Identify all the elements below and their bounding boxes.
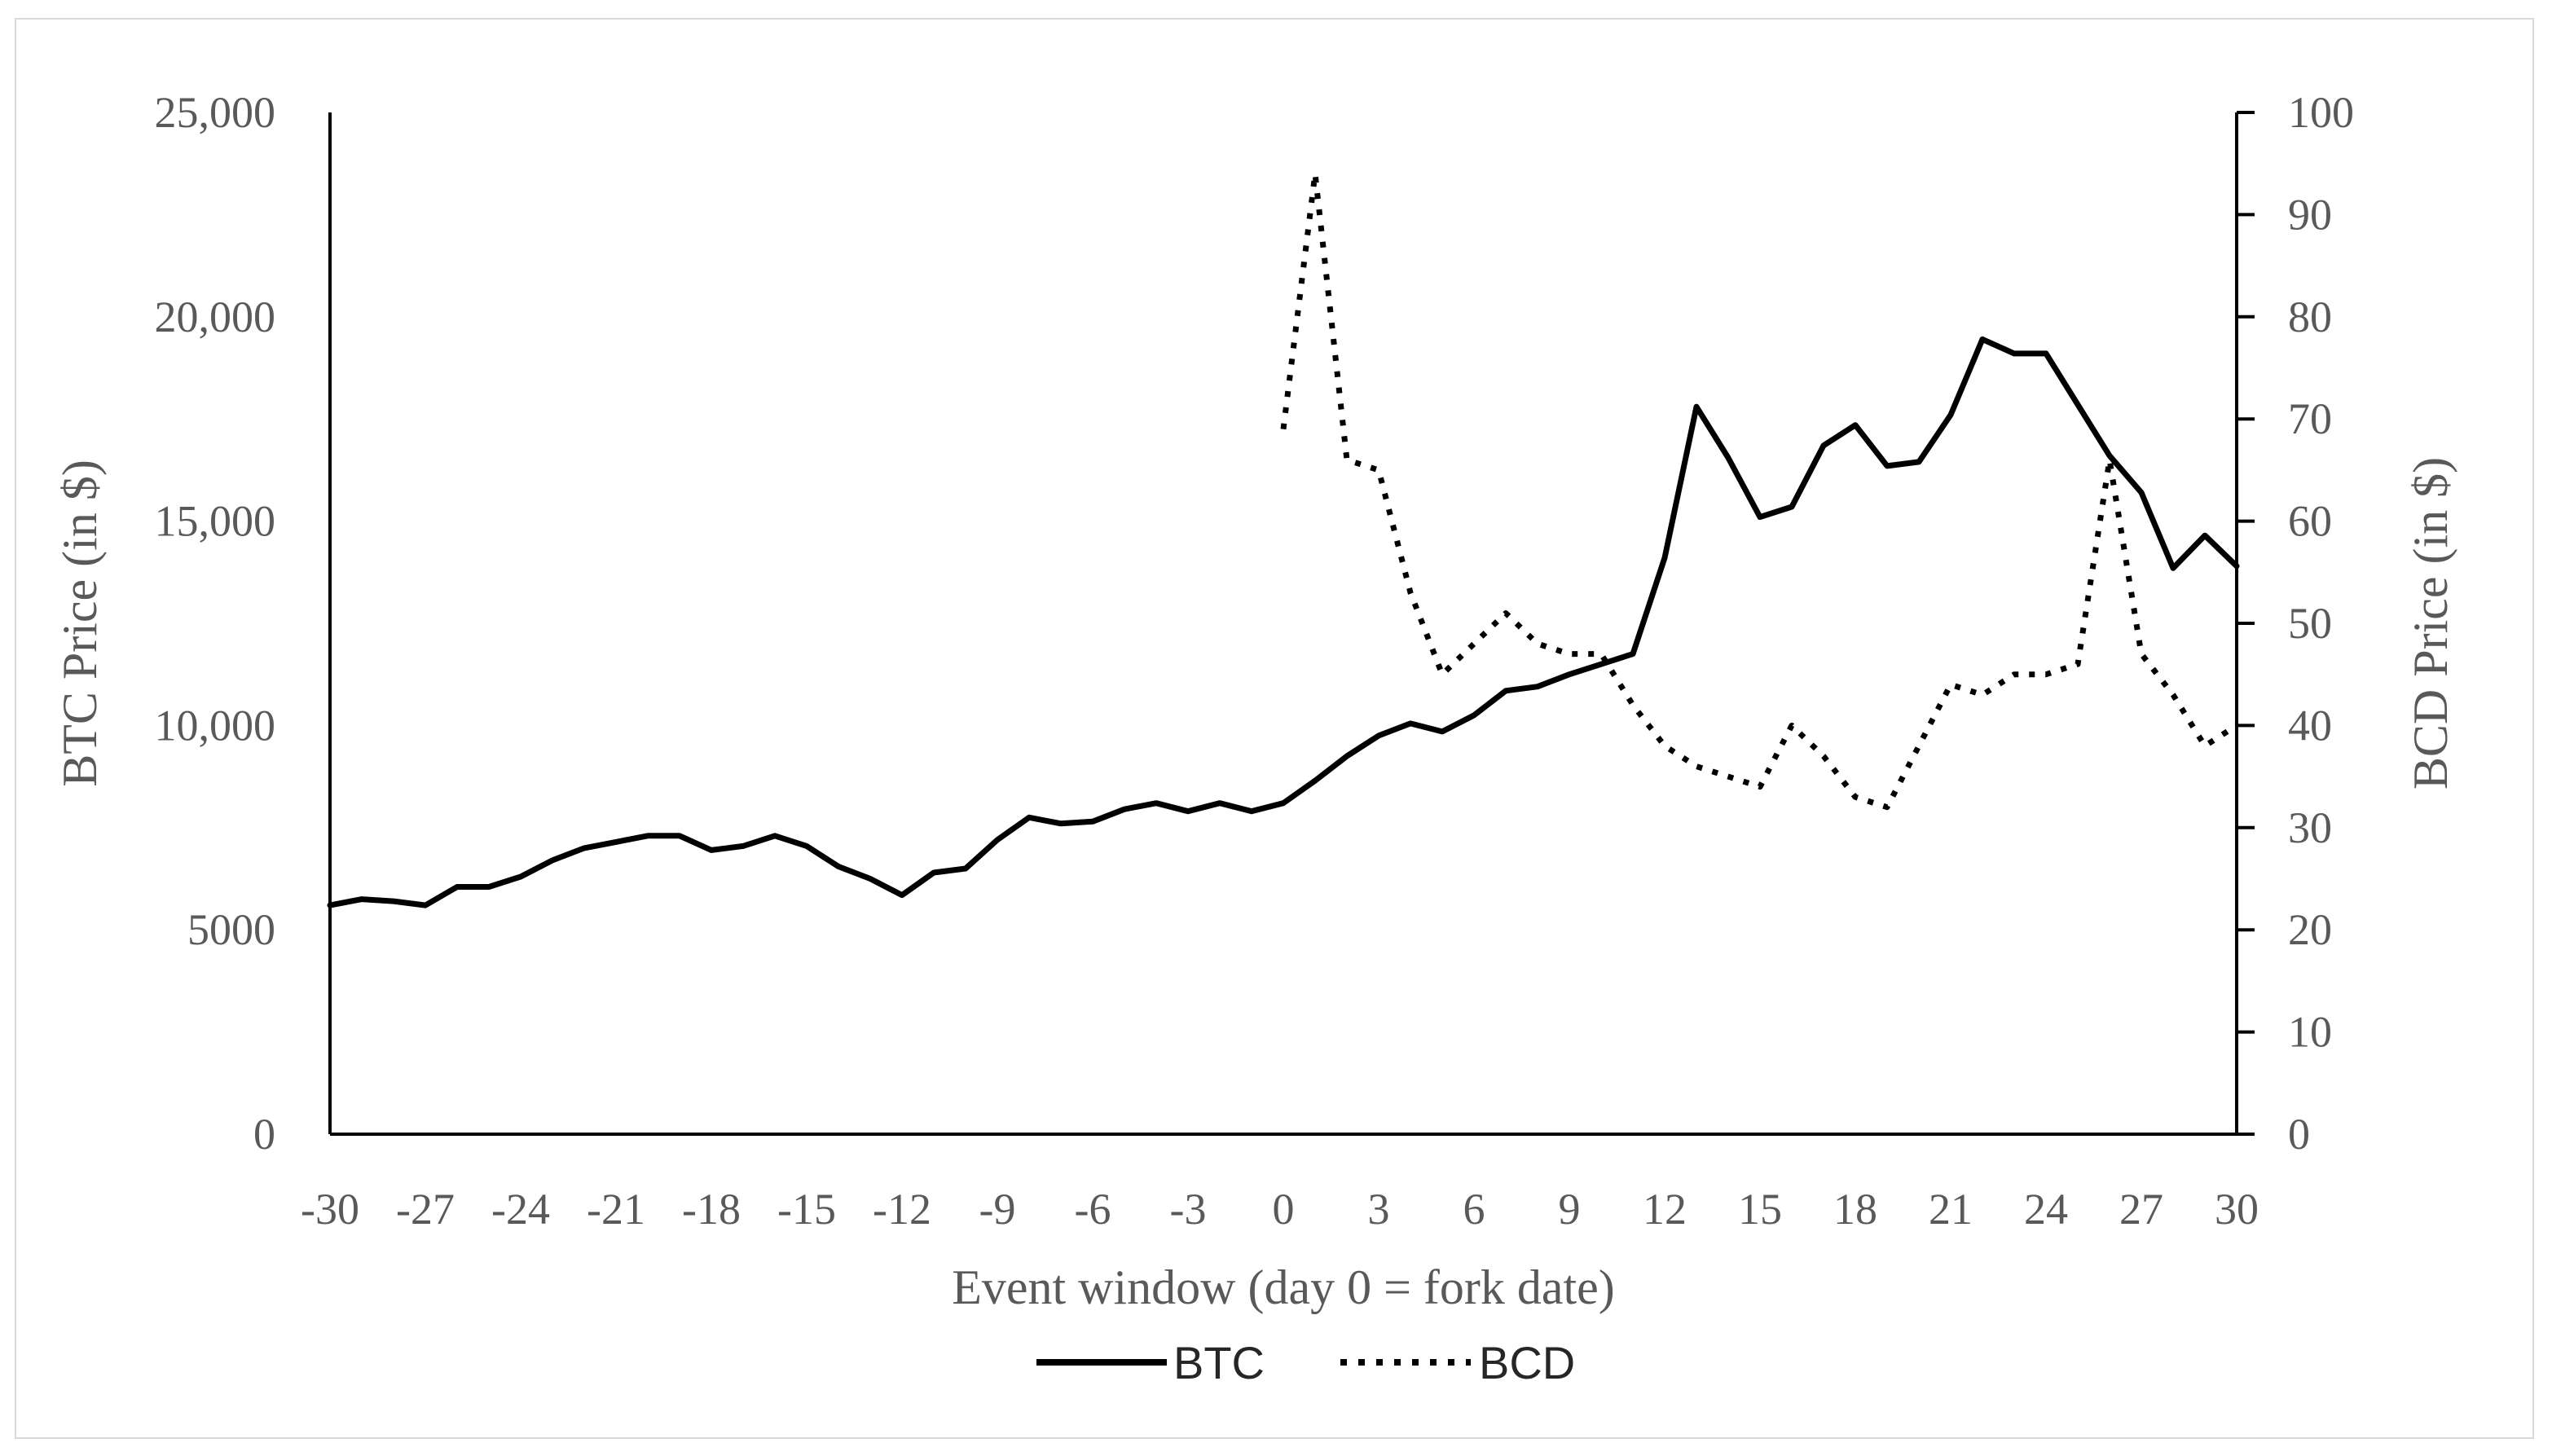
x-tick-label: 0	[1273, 1185, 1295, 1234]
y-right-tick-label: 80	[2288, 293, 2332, 341]
y-right-tick-label: 20	[2288, 905, 2332, 954]
x-tick-label: 6	[1463, 1185, 1485, 1234]
x-tick-label: 12	[1643, 1185, 1687, 1234]
x-tick-label: 3	[1368, 1185, 1390, 1234]
y-left-tick-label: 5000	[187, 905, 275, 954]
left-y-axis-title: BTC Price (in $)	[53, 460, 107, 787]
x-tick-label: -18	[682, 1185, 741, 1234]
chart-frame	[15, 18, 2534, 1439]
y-left-tick-labels: 0 5000 10,000 15,000 20,000 25,000	[155, 88, 276, 1159]
y-right-tick-label: 50	[2288, 599, 2332, 648]
y-left-tick-label: 10,000	[155, 701, 276, 750]
x-tick-label: -30	[301, 1185, 359, 1234]
y-right-ticks: 0 10 20 30 40 50 60 70 80 90 100	[2237, 88, 2354, 1159]
x-tick-label: -12	[873, 1185, 931, 1234]
series-group	[327, 170, 2240, 908]
legend-label-btc: BTC	[1173, 1337, 1265, 1388]
x-tick-label: -6	[1075, 1185, 1111, 1234]
x-tick-label: 27	[2119, 1185, 2163, 1234]
x-tick-label: -24	[491, 1185, 550, 1234]
y-right-tick-label: 60	[2288, 497, 2332, 546]
x-tick-label: -15	[777, 1185, 836, 1234]
y-right-tick-label: 40	[2288, 701, 2332, 750]
y-right-tick-label: 10	[2288, 1008, 2332, 1057]
x-tick-label: 9	[1559, 1185, 1581, 1234]
legend-label-bcd: BCD	[1479, 1337, 1575, 1388]
x-tick-label: -9	[979, 1185, 1016, 1234]
x-tick-label: -27	[396, 1185, 455, 1234]
x-tick-label: 18	[1833, 1185, 1877, 1234]
legend: BTC BCD	[1036, 1337, 1575, 1388]
right-y-axis-title: BCD Price (in $)	[2404, 457, 2457, 790]
y-right-tick-label: 30	[2288, 803, 2332, 852]
x-axis-title: Event window (day 0 = fork date)	[952, 1260, 1615, 1314]
x-tick-label: -21	[587, 1185, 645, 1234]
x-tick-label: -3	[1170, 1185, 1207, 1234]
x-tick-labels: -30 -27 -24 -21 -18 -15 -12 -9 -6 -3 0 3 6 9 12 15 18 21 2…	[301, 1185, 2259, 1234]
y-left-tick-label: 20,000	[155, 293, 276, 341]
x-tick-label: 21	[1929, 1185, 1973, 1234]
y-left-tick-label: 0	[253, 1110, 275, 1159]
series-line-bcd	[1280, 170, 2238, 811]
x-tick-label: 30	[2215, 1185, 2259, 1234]
x-tick-label: 24	[2024, 1185, 2068, 1234]
series-line-btc	[327, 336, 2240, 908]
y-right-tick-label: 90	[2288, 190, 2332, 239]
y-left-tick-label: 25,000	[155, 88, 276, 137]
y-left-tick-label: 15,000	[155, 497, 276, 546]
y-right-tick-label: 100	[2288, 88, 2354, 137]
x-tick-label: 15	[1738, 1185, 1782, 1234]
y-right-tick-label: 0	[2288, 1110, 2310, 1159]
y-right-tick-label: 70	[2288, 394, 2332, 443]
